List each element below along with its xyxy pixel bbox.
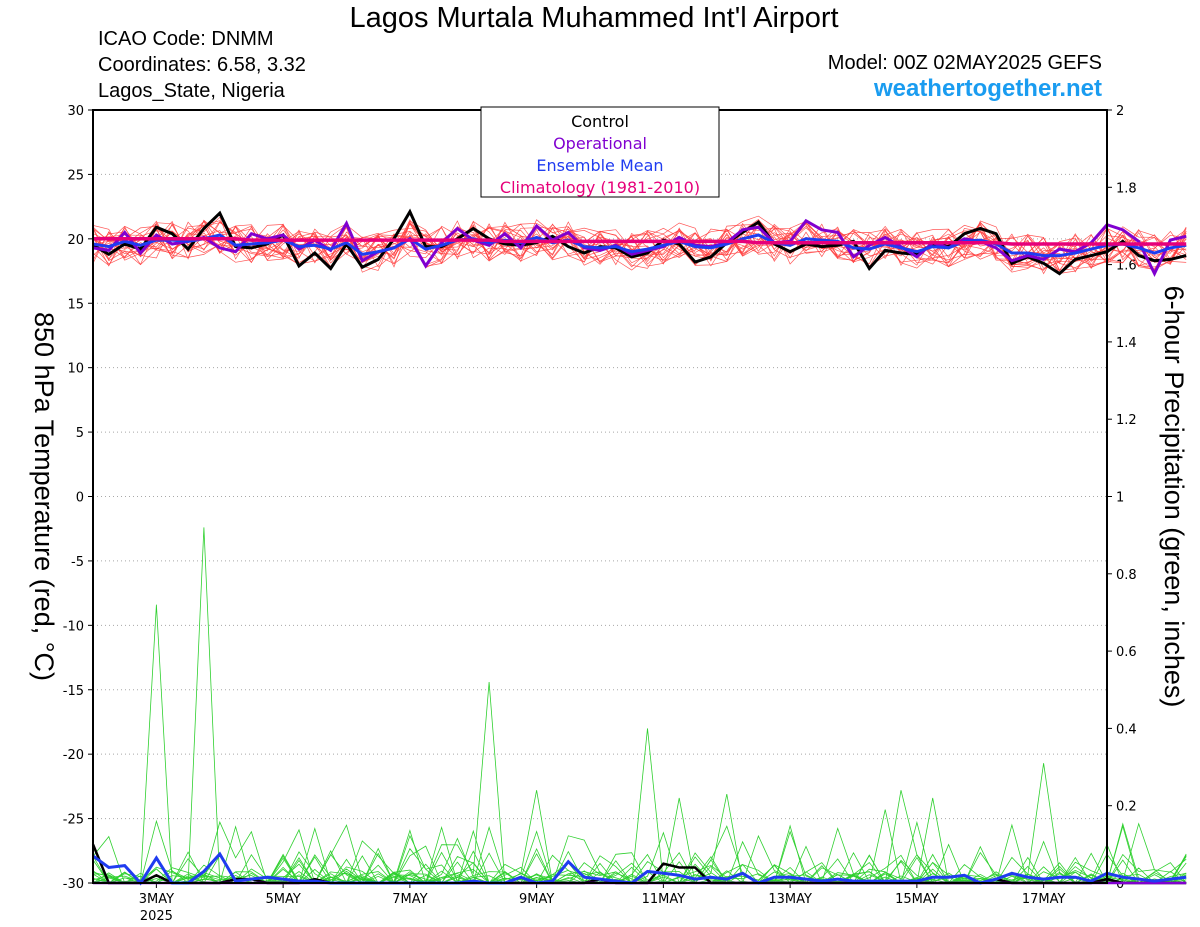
date-tick-label: 7MAY	[392, 892, 427, 907]
precip-member-line	[93, 728, 1187, 884]
temp-tick-label: 30	[67, 104, 84, 119]
temp-tick-label: -25	[63, 813, 84, 828]
temp-tick-label: -5	[71, 555, 84, 570]
grid-lines	[93, 173, 1107, 820]
climatology-temp-line	[93, 237, 1187, 246]
icao-code: ICAO Code: DNMM	[98, 28, 274, 50]
precip-member-line	[93, 681, 1187, 884]
legend-operational: Operational	[553, 134, 647, 153]
precip-member-line	[93, 819, 1187, 884]
date-tick-label: 17MAY	[1022, 892, 1066, 907]
date-tick-label: 11MAY	[642, 892, 686, 907]
temp-tick-label: -20	[63, 748, 84, 763]
date-tick-label: 3MAY	[139, 892, 174, 907]
precip-tick-label: 1	[1116, 491, 1124, 506]
plot-area	[91, 208, 1187, 886]
coordinates: Coordinates: 6.58, 3.32	[98, 54, 306, 76]
precip-member-line	[93, 797, 1187, 885]
date-tick-label: 5MAY	[265, 892, 300, 907]
temp-tick-label: 0	[76, 491, 84, 506]
precip-member-line	[92, 823, 1187, 884]
date-tick-label: 13MAY	[768, 892, 812, 907]
site-link[interactable]: weathertogether.net	[873, 75, 1102, 102]
temperature-axis-ticks: 30 25 20 15 10 5 0 -5 -10 -15 -20 -25 -30	[63, 104, 93, 892]
precip-tick-label: 1.2	[1116, 413, 1137, 428]
legend-box	[480, 106, 720, 198]
date-tick-label: 15MAY	[895, 892, 939, 907]
temperature-axis-label: 850 hPa Temperature (red, °C)	[29, 312, 59, 681]
precip-tick-label: 1.4	[1116, 336, 1137, 351]
temp-tick-label: 20	[67, 233, 84, 248]
precip-tick-label: 0.8	[1116, 568, 1137, 583]
temp-tick-label: 15	[67, 297, 84, 312]
date-tick-label: 9MAY	[519, 892, 554, 907]
date-axis-ticks: 3MAY 5MAY 7MAY 9MAY 11MAY 13MAY 15MAY 17MAY 2025	[139, 883, 1066, 924]
temp-tick-label: -15	[63, 684, 84, 699]
precip-member-line	[92, 604, 1187, 885]
precip-tick-label: 0	[1116, 877, 1124, 892]
temp-member-line	[92, 219, 1187, 273]
precip-member-line	[92, 820, 1187, 884]
year-label: 2025	[140, 909, 173, 924]
precip-tick-label: 0.6	[1116, 645, 1137, 660]
precip-member-line	[92, 797, 1187, 884]
temp-tick-label: -30	[63, 877, 84, 892]
temp-tick-label: 25	[67, 168, 84, 183]
precipitation-axis-label: 6-hour Precipitation (green, inches)	[1159, 286, 1189, 708]
precip-tick-label: 0.2	[1116, 800, 1137, 815]
legend-ensemble-mean: Ensemble Mean	[536, 156, 663, 175]
ensemble-mean-precip-line	[92, 851, 1187, 886]
precip-tick-label: 0.4	[1116, 722, 1137, 737]
page-title: Lagos Murtala Muhammed Int'l Airport	[349, 2, 839, 34]
precip-member-line	[92, 527, 1187, 885]
model-run: Model: 00Z 02MAY2025 GEFS	[827, 52, 1102, 74]
precip-tick-label: 2	[1116, 104, 1124, 119]
location: Lagos_State, Nigeria	[98, 80, 285, 102]
precip-member-line	[93, 820, 1187, 884]
precip-axis-ticks: 21.81.61.41.210.80.60.40.20	[1107, 104, 1137, 892]
operational-temp-line	[92, 218, 1187, 278]
legend-climatology: Climatology (1981-2010)	[500, 178, 700, 197]
precip-tick-label: 1.8	[1116, 181, 1137, 196]
temp-tick-label: 5	[76, 426, 84, 441]
temp-tick-label: -10	[63, 619, 84, 634]
temp-tick-label: 10	[67, 362, 84, 377]
legend: Control Operational Ensemble Mean Climat…	[480, 106, 720, 198]
legend-control: Control	[571, 112, 629, 131]
